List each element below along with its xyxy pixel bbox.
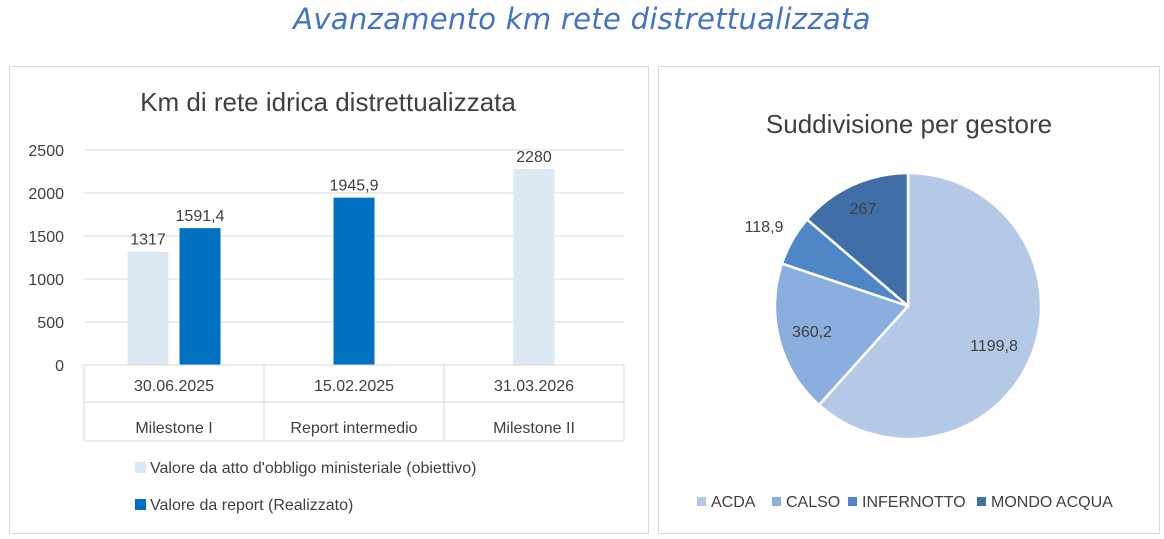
y-tick-label: 1500: [28, 229, 64, 246]
y-tick-label: 1000: [28, 272, 64, 289]
category-date-label: 15.02.2025: [314, 378, 394, 395]
category-date-label: 30.06.2025: [134, 378, 214, 395]
y-tick-label: 2000: [28, 186, 64, 203]
bar-chart-title: Km di rete idrica distrettualizzata: [140, 87, 516, 117]
legend-label: ACDA: [711, 494, 756, 511]
bar-obiettivo: [127, 251, 169, 365]
pie-slice-acda: [817, 171, 1043, 441]
category-name-label: Milestone I: [135, 420, 212, 437]
bar-data-label: 1317: [130, 232, 166, 249]
y-tick-label: 2500: [28, 143, 64, 160]
bar-data-label: 1591,4: [176, 208, 225, 225]
legend-swatch-infernotto: [848, 497, 857, 506]
legend-label: Valore da atto d'obbligo ministeriale (o…: [150, 460, 477, 477]
pie-chart-title: Suddivisione per gestore: [766, 109, 1052, 139]
y-tick-label: 500: [37, 315, 64, 332]
bar-realizzato: [333, 197, 375, 365]
legend-swatch-obiettivo: [135, 462, 146, 473]
y-tick-label: 0: [55, 358, 64, 375]
pie-slice-calso: [773, 261, 911, 407]
legend-label: MONDO ACQUA: [991, 494, 1113, 511]
bar-data-label: 1945,9: [330, 178, 379, 195]
bar-chart-panel: Km di rete idrica distrettualizzata 0 500 1…: [9, 66, 649, 534]
page-title: Avanzamento km rete distrettualizzata: [293, 2, 871, 36]
bar-obiettivo: [513, 168, 555, 365]
legend-label: INFERNOTTO: [862, 494, 966, 511]
category-date-label: 31.03.2026: [494, 378, 574, 395]
pie-data-label: 360,2: [792, 324, 832, 341]
legend-swatch-realizzato: [135, 499, 146, 510]
legend-swatch-mondo-acqua: [977, 497, 986, 506]
legend-label: CALSO: [786, 494, 840, 511]
category-name-label: Milestone II: [493, 420, 575, 437]
pie-data-label: 118,9: [745, 219, 784, 236]
pie-data-label: 267: [850, 201, 877, 218]
bar-chart: Km di rete idrica distrettualizzata 0 500 1…: [28, 87, 625, 514]
bar-data-label: 2280: [516, 149, 552, 166]
bar-realizzato: [179, 228, 221, 365]
pie-data-label: 1199,8: [970, 338, 1018, 355]
legend-swatch-acda: [697, 497, 706, 506]
pie-chart-panel: Suddivisione per gestore 1199,8 360,2 118,9…: [658, 66, 1160, 534]
category-name-label: Report intermedio: [290, 420, 417, 437]
legend-label: Valore da report (Realizzato): [150, 497, 353, 514]
pie-slice-mondo-acqua: [805, 171, 910, 309]
legend-swatch-calso: [772, 497, 781, 506]
pie-chart: Suddivisione per gestore 1199,8 360,2 118,9…: [697, 109, 1113, 511]
